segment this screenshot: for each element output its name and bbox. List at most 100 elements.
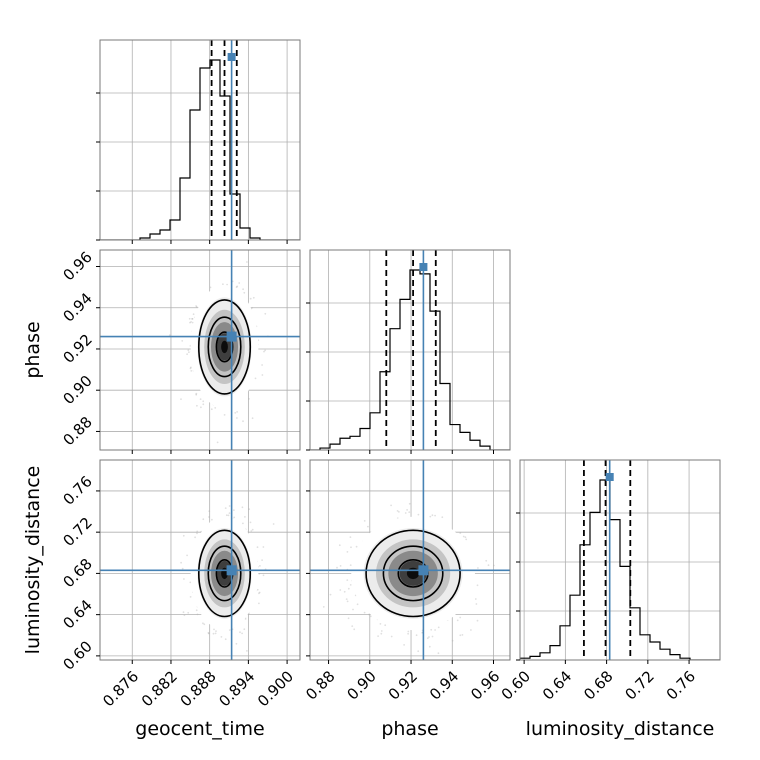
scatter-point [224,414,226,416]
scatter-point [229,505,231,507]
truth-marker [228,53,236,61]
x-tick-label-geocent_time: 0.894 [215,667,258,710]
scatter-point [416,634,418,636]
x-tick-label-geocent_time: 0.882 [138,667,181,710]
scatter-point [180,562,182,564]
scatter-point [459,617,461,619]
scatter-point [350,546,352,548]
scatter-point [257,589,259,591]
y-tick-label-luminosity_distance: 0.60 [59,637,95,673]
scatter-point [336,567,338,569]
scatter-point [183,535,185,537]
truth-marker [418,565,428,575]
scatter-point [257,546,259,548]
scatter-point [405,512,407,514]
scatter-point [398,511,400,513]
scatter-point [380,633,382,635]
scatter-point [213,633,215,635]
scatter-point [225,507,227,509]
scatter-point [434,515,436,517]
scatter-point [264,313,266,315]
scatter-point [259,592,261,594]
scatter-point [200,398,202,400]
scatter-point [250,298,252,300]
histogram-steps [310,270,510,450]
scatter-point [429,516,431,518]
scatter-point [364,612,366,614]
scatter-point [239,631,241,633]
y-axis-label-phase: phase [22,321,44,378]
scatter-point [221,636,223,638]
histogram-geocent_time [100,40,300,240]
scatter-point [418,514,420,516]
scatter-point [250,530,252,532]
histogram-steps [520,480,720,660]
histogram-steps [100,60,300,240]
scatter-point [196,405,198,407]
scatter-point [250,522,252,524]
scatter-point [246,261,248,263]
scatter-point [462,634,464,636]
scatter-point [459,634,461,636]
x-tick-label-luminosity_distance: 0.60 [498,667,534,703]
scatter-point [189,582,191,584]
scatter-point [408,511,410,513]
scatter-point [438,652,440,654]
scatter-point [187,349,189,351]
scatter-point [434,629,436,631]
scatter-point [190,370,192,372]
y-tick-label-luminosity_distance: 0.68 [59,555,95,591]
scatter-point [242,420,244,422]
scatter-point [428,636,430,638]
scatter-point [215,630,217,632]
scatter-point [409,503,411,505]
scatter-point [258,603,260,605]
scatter-point [190,596,192,598]
x-tick-label-phase: 0.90 [343,667,379,703]
truth-marker [606,473,614,481]
scatter-point [246,650,248,652]
scatter-point [233,509,235,511]
scatter-point [226,514,228,516]
truth-marker [419,263,427,271]
scatter-point [241,633,243,635]
scatter-point [189,322,191,324]
scatter-point [192,318,194,320]
scatter-point [261,559,263,561]
x-tick-label-luminosity_distance: 0.72 [621,667,657,703]
scatter-point [476,603,478,605]
scatter-point [339,589,341,591]
density-level [407,568,419,579]
scatter-point [346,579,348,581]
scatter-point [252,529,254,531]
scatter-point [183,578,185,580]
scatter-point [357,603,359,605]
scatter-point [441,516,443,518]
y-tick-label-luminosity_distance: 0.64 [59,596,95,632]
scatter-point [263,351,265,353]
scatter-point [183,611,185,613]
scatter-point [263,546,265,548]
x-tick-label-geocent_time: 0.876 [99,667,142,710]
scatter-point [217,442,219,444]
scatter-point [215,633,217,635]
scatter-point [203,623,205,625]
y-axis-label-luminosity-distance: luminosity_distance [22,466,44,655]
x-tick-label-phase: 0.88 [302,667,338,703]
x-axis-label-geocent-time: geocent_time [135,718,264,740]
scatter-point [430,629,432,631]
scatter-point [273,523,275,525]
scatter-point [190,368,192,370]
scatter-point [196,533,198,535]
scatter-point [485,560,487,562]
scatter-point [262,374,264,376]
scatter-point [477,584,479,586]
truth-marker [227,332,237,342]
scatter-point [243,292,245,294]
scatter-point [348,617,350,619]
scatter-point [225,638,227,640]
scatter-point [381,630,383,632]
scatter-point [350,564,352,566]
scatter-point [350,536,352,538]
